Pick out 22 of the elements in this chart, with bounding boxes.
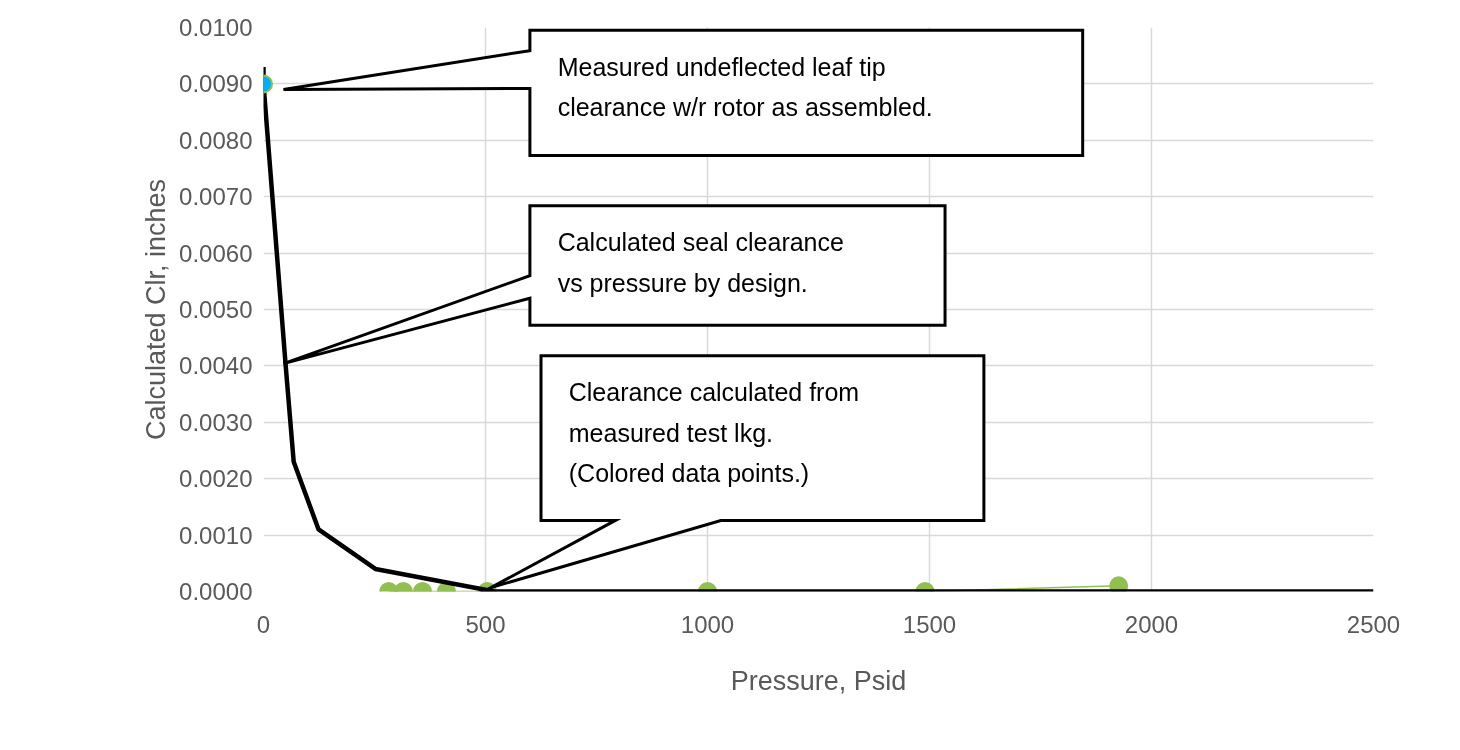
y-tick-label: 0.0060 — [179, 239, 253, 267]
x-tick-label: 2000 — [1124, 610, 1179, 638]
y-tick-label: 0.0080 — [179, 126, 253, 154]
y-tick-label: 0.0030 — [179, 408, 253, 436]
y-tick-label: 0.0010 — [179, 521, 253, 549]
x-tick-label: 1500 — [902, 610, 957, 638]
annotation: Measured undeflected leaf tip clearance w/r rotor as assembled. — [557, 52, 933, 122]
y-tick-label: 0.0000 — [179, 578, 253, 605]
y-axis-title: Calculated Clr, inches — [141, 178, 172, 441]
y-tick-label: 0.0070 — [179, 183, 253, 211]
x-tick-label: 0 — [256, 610, 271, 638]
x-tick-label: 1000 — [680, 610, 735, 638]
y-tick-label: 0.0090 — [179, 70, 253, 98]
x-tick-label: 2500 — [1346, 610, 1401, 638]
y-tick-label: 0.0100 — [179, 14, 253, 41]
y-tick-label: 0.0020 — [179, 465, 253, 493]
annotation: Clearance calculated from measured test lkg. (Colored data points.) — [568, 378, 860, 488]
y-tick-label: 0.0050 — [179, 296, 253, 323]
annotation: Calculated seal clearance vs pressure by design. — [557, 228, 844, 297]
x-axis-title: Pressure, Psid — [730, 665, 907, 696]
y-tick-label: 0.0040 — [179, 352, 253, 380]
x-tick-label: 500 — [465, 610, 506, 638]
